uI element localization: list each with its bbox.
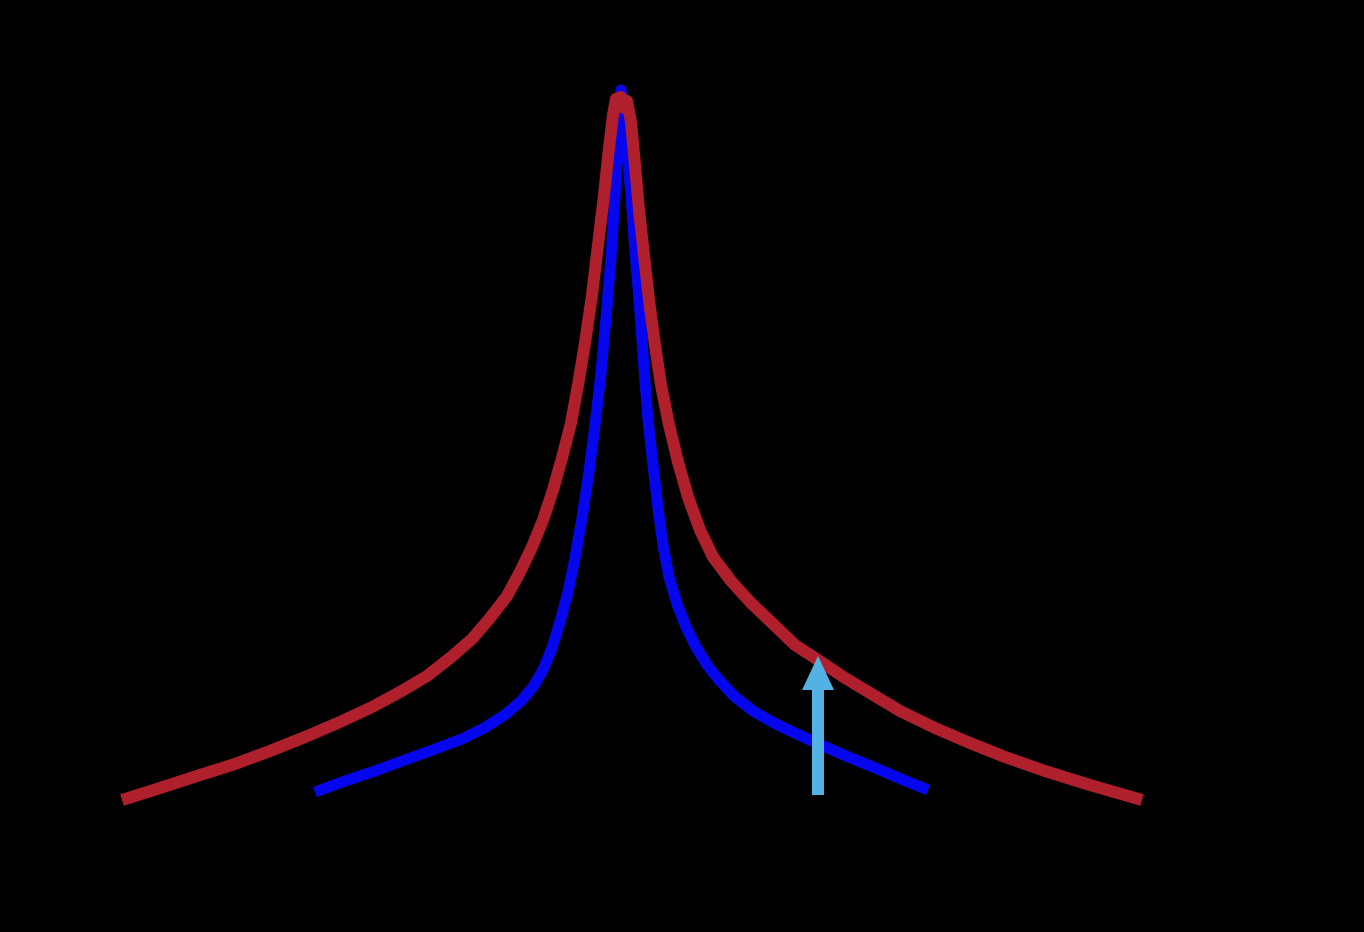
arrow-head (802, 656, 834, 690)
series-layer (120, 84, 1144, 806)
upward-arrow-annotation (802, 656, 834, 795)
annotation-layer (802, 656, 834, 795)
red-broad-resonance-curve (120, 91, 1144, 806)
